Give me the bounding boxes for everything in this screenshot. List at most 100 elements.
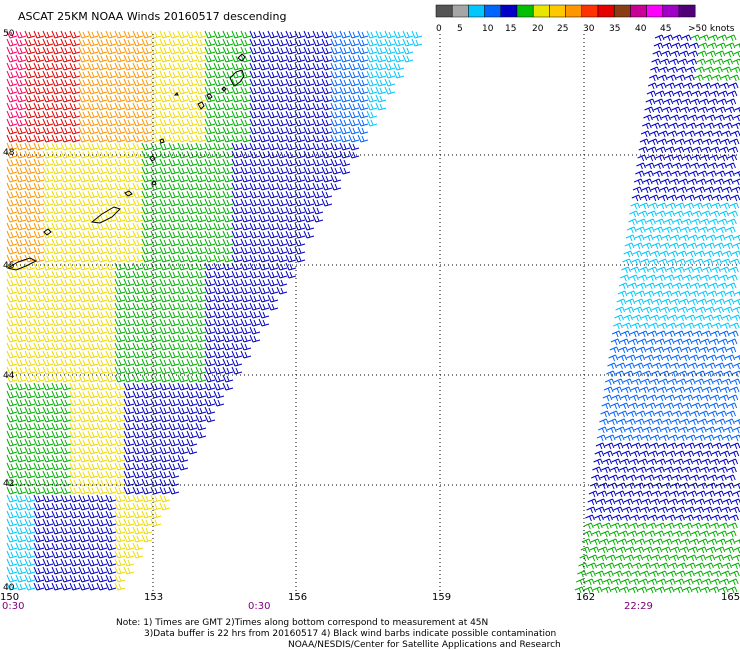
wind-barb (204, 406, 216, 415)
wind-barb (611, 522, 621, 530)
wind-barb (732, 58, 740, 66)
wind-barb (715, 234, 726, 242)
wind-barb (285, 94, 297, 103)
wind-barb (666, 514, 676, 522)
wind-barb (24, 462, 36, 471)
wind-barb (267, 246, 279, 255)
wind-barb (231, 86, 243, 95)
wind-barb (661, 114, 671, 122)
wind-barb (393, 30, 405, 39)
wind-barb (240, 110, 252, 119)
wind-barb (159, 134, 171, 143)
wind-barb (141, 422, 153, 431)
wind-barb (724, 298, 735, 306)
wind-barb (24, 54, 36, 63)
wind-barb (696, 306, 707, 314)
wind-barb (204, 334, 216, 343)
wind-barb (615, 306, 626, 314)
wind-barb (141, 190, 153, 199)
wind-barb (51, 422, 63, 431)
wind-barb (105, 574, 117, 583)
wind-barb (285, 262, 297, 271)
wind-barb (123, 510, 135, 519)
wind-barb (658, 194, 669, 202)
wind-barb (177, 182, 189, 191)
wind-barb (159, 246, 171, 255)
wind-barb (678, 242, 689, 250)
wind-barb (626, 226, 637, 234)
wind-barb (258, 246, 270, 255)
wind-barb (51, 230, 63, 239)
lat-label: 48 (3, 148, 15, 158)
wind-barb (656, 394, 667, 402)
wind-barb (60, 366, 72, 375)
wind-barb (619, 466, 629, 474)
wind-barb (688, 114, 698, 122)
wind-barb (686, 434, 697, 442)
wind-barb (60, 422, 72, 431)
wind-barb (105, 550, 117, 559)
wind-barb (213, 294, 225, 303)
wind-barb (303, 46, 315, 55)
wind-barb (285, 158, 297, 167)
wind-barb (586, 506, 597, 514)
wind-barb (33, 350, 45, 359)
wind-barb (69, 334, 81, 343)
wind-barb (312, 86, 324, 95)
wind-barb (393, 54, 405, 63)
wind-barb (213, 62, 225, 71)
wind-barb (51, 566, 63, 575)
wind-barb (231, 182, 243, 191)
wind-barb (675, 386, 686, 394)
wind-barb (87, 102, 99, 111)
wind-barb (698, 418, 708, 426)
wind-barb (276, 190, 288, 199)
wind-barb (668, 250, 679, 258)
wind-barb (186, 446, 198, 455)
wind-barb (267, 214, 279, 223)
wind-barb (177, 334, 189, 343)
wind-barb (96, 126, 108, 135)
wind-barb (285, 142, 297, 151)
wind-barb (717, 346, 728, 354)
wind-barb (276, 38, 288, 47)
wind-barb (664, 466, 674, 474)
wind-barb (204, 206, 216, 215)
wind-barb (700, 154, 711, 162)
wind-barb (105, 278, 117, 287)
wind-barb (51, 438, 63, 447)
wind-barb (123, 422, 135, 431)
wind-barb (42, 366, 54, 375)
wind-barb (648, 450, 659, 458)
wind-barb (33, 294, 45, 303)
wind-barb (692, 82, 703, 90)
wind-barb (667, 194, 678, 202)
wind-barb (285, 238, 297, 247)
wind-barb (60, 438, 72, 447)
wind-barb (51, 78, 63, 87)
wind-barb (132, 94, 144, 103)
wind-barb (6, 342, 18, 351)
wind-barb (682, 154, 693, 162)
wind-barb (42, 326, 54, 335)
wind-barb (96, 294, 108, 303)
wind-barb (681, 282, 692, 290)
wind-barb (682, 338, 693, 346)
wind-barb (168, 486, 180, 495)
wind-barb (69, 574, 81, 583)
wind-barb (285, 86, 297, 95)
wind-barb (249, 286, 261, 295)
wind-barb (645, 162, 655, 170)
wind-barb (707, 106, 718, 114)
wind-barb (704, 314, 714, 322)
wind-barb (132, 174, 144, 183)
wind-barb (24, 118, 36, 127)
wind-barb (105, 430, 117, 439)
wind-barb (375, 94, 387, 103)
wind-barb (631, 570, 641, 578)
wind-barb (6, 542, 18, 551)
wind-barb (213, 398, 225, 407)
wind-barb (105, 478, 117, 487)
wind-barb (33, 278, 45, 287)
wind-barb (60, 254, 72, 263)
